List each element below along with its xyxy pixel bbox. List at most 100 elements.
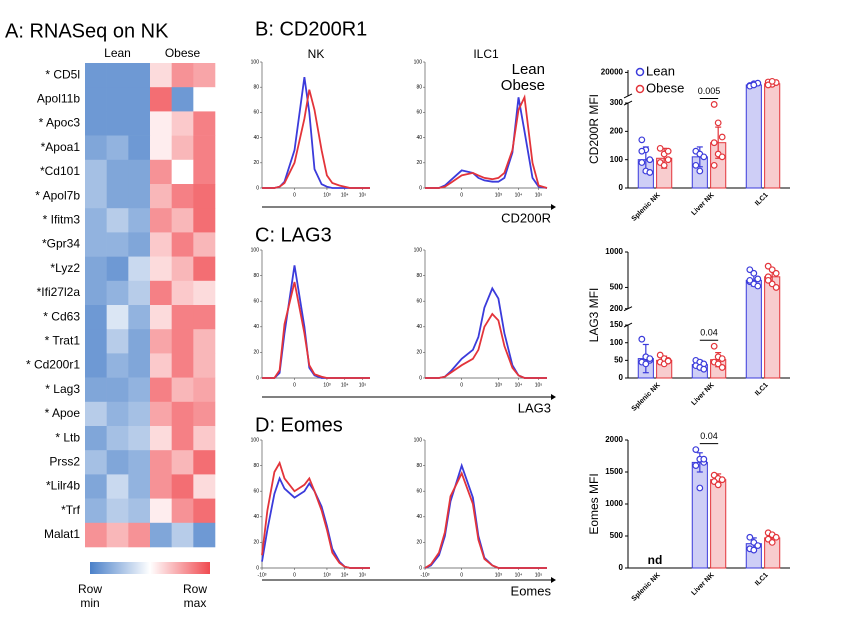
data-point <box>754 282 762 290</box>
data-point <box>696 167 704 175</box>
y-tick-label: 100 <box>414 247 423 253</box>
data-point <box>660 161 668 169</box>
x-tick-label: 0 <box>460 572 463 578</box>
heat-cell <box>128 353 151 378</box>
data-point <box>710 161 718 169</box>
heat-cell <box>193 522 216 548</box>
heat-cell <box>85 159 107 185</box>
y-tick-label: 0 <box>256 565 259 571</box>
panel-title: C: LAG3 <box>255 224 332 246</box>
heat-cell <box>150 401 172 427</box>
heat-cell <box>150 353 172 378</box>
x-tick-label: 0 <box>293 572 296 578</box>
y-tick-label: 100 <box>251 437 260 443</box>
row-label: * Ifitm3 <box>43 212 81 226</box>
data-point <box>638 147 646 155</box>
annotation: nd <box>648 553 663 567</box>
heat-cell <box>193 498 216 524</box>
heat-cell <box>150 87 172 112</box>
y-tick-label: 60 <box>416 489 422 495</box>
y-tick-label: 80 <box>416 463 422 469</box>
data-point <box>750 269 758 277</box>
data-point <box>642 360 650 368</box>
heat-cell <box>150 135 172 161</box>
y-tick-label: 40 <box>416 514 422 520</box>
histogram-line <box>262 265 370 379</box>
axis-break <box>623 93 633 99</box>
x-tick-label: 10³ <box>495 192 503 198</box>
heat-cell <box>193 232 216 257</box>
heat-cell <box>85 450 107 475</box>
heat-cell <box>106 111 129 136</box>
heat-cell <box>171 184 194 209</box>
data-point <box>656 144 664 152</box>
x-tick-label: 10⁵ <box>359 192 367 198</box>
row-label: * Trat1 <box>45 333 81 347</box>
heat-cell <box>193 401 216 427</box>
heat-cell <box>128 159 151 185</box>
y-tick-label: 0 <box>256 185 259 191</box>
legend-label: Lean <box>646 63 675 78</box>
histogram-line <box>425 97 548 189</box>
x-tick-label: Liver NK <box>690 192 715 217</box>
heat-cell <box>128 401 151 427</box>
heat-cell <box>85 305 107 330</box>
data-point <box>772 533 780 541</box>
row-label: * CD5l <box>45 67 80 81</box>
heat-cell <box>150 498 172 524</box>
data-point <box>772 269 780 277</box>
heat-cell <box>106 63 129 88</box>
x-tick-label: 10⁴ <box>341 192 349 198</box>
heat-cell <box>128 305 151 330</box>
y-tick-label: 0 <box>256 375 259 381</box>
y-tick-label: 100 <box>610 155 624 164</box>
data-point <box>746 533 754 541</box>
heat-cell <box>150 474 172 499</box>
histogram-line <box>425 94 548 189</box>
x-tick-label: Splenic NK <box>631 382 662 413</box>
y-tick-label: 300 <box>610 98 624 107</box>
x-tick-label: 0 <box>293 192 296 198</box>
y-tick-label: 100 <box>251 59 260 65</box>
heat-cell <box>193 305 216 330</box>
heat-cell <box>193 184 216 209</box>
heat-cell <box>128 522 151 548</box>
heat-cell <box>150 184 172 209</box>
data-point <box>714 481 722 489</box>
row-label: Malat1 <box>44 527 80 541</box>
x-axis-label: LAG3 <box>518 400 551 415</box>
data-point <box>750 81 758 89</box>
data-point <box>646 169 654 176</box>
heat-cell <box>171 450 194 475</box>
y-tick-label: 20 <box>253 540 259 546</box>
x-tick-label: 10³ <box>323 192 331 198</box>
heat-cell <box>193 474 216 499</box>
row-label: * Apoc3 <box>39 116 81 130</box>
row-label: * Lag3 <box>45 382 80 396</box>
heat-cell <box>150 159 172 185</box>
heat-cell <box>85 280 107 306</box>
data-point <box>718 476 726 484</box>
bar <box>691 461 708 569</box>
heat-cell <box>128 474 151 499</box>
x-tick-label: 0 <box>460 382 463 388</box>
heat-cell <box>106 329 129 354</box>
y-tick-label: 0 <box>619 373 624 382</box>
y-tick-label: 0 <box>619 563 624 572</box>
heat-cell <box>150 256 172 282</box>
y-tick-label: 20 <box>416 540 422 546</box>
x-tick-label: -10³ <box>421 572 430 578</box>
y-tick-label: 20 <box>253 350 259 356</box>
heat-cell <box>128 87 151 112</box>
histogram-line <box>425 312 547 379</box>
panel-title: A: RNASeq on NK <box>5 20 169 42</box>
data-point <box>750 546 758 554</box>
heat-cell <box>85 184 107 209</box>
heat-cell <box>193 377 216 403</box>
heat-cell <box>85 256 107 282</box>
y-axis-label: LAG3 MFI <box>587 288 601 343</box>
legend-marker <box>635 84 645 94</box>
x-tick-label: 10⁴ <box>341 382 349 388</box>
data-point <box>718 133 726 141</box>
heat-cell <box>171 159 194 185</box>
